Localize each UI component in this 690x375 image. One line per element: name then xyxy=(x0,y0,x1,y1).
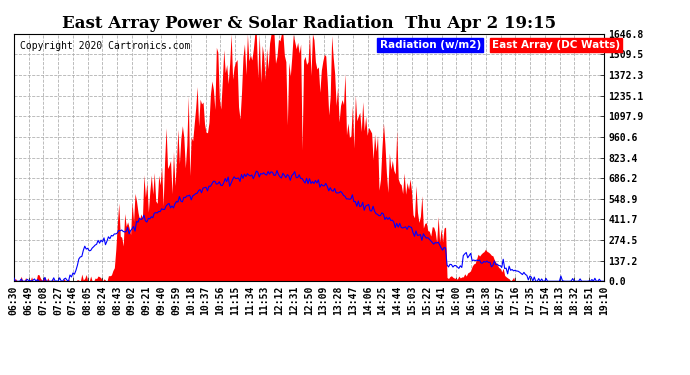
Text: Radiation (w/m2): Radiation (w/m2) xyxy=(380,40,481,50)
Title: East Array Power & Solar Radiation  Thu Apr 2 19:15: East Array Power & Solar Radiation Thu A… xyxy=(61,15,556,32)
Text: East Array (DC Watts): East Array (DC Watts) xyxy=(492,40,620,50)
Text: Copyright 2020 Cartronics.com: Copyright 2020 Cartronics.com xyxy=(20,41,190,51)
